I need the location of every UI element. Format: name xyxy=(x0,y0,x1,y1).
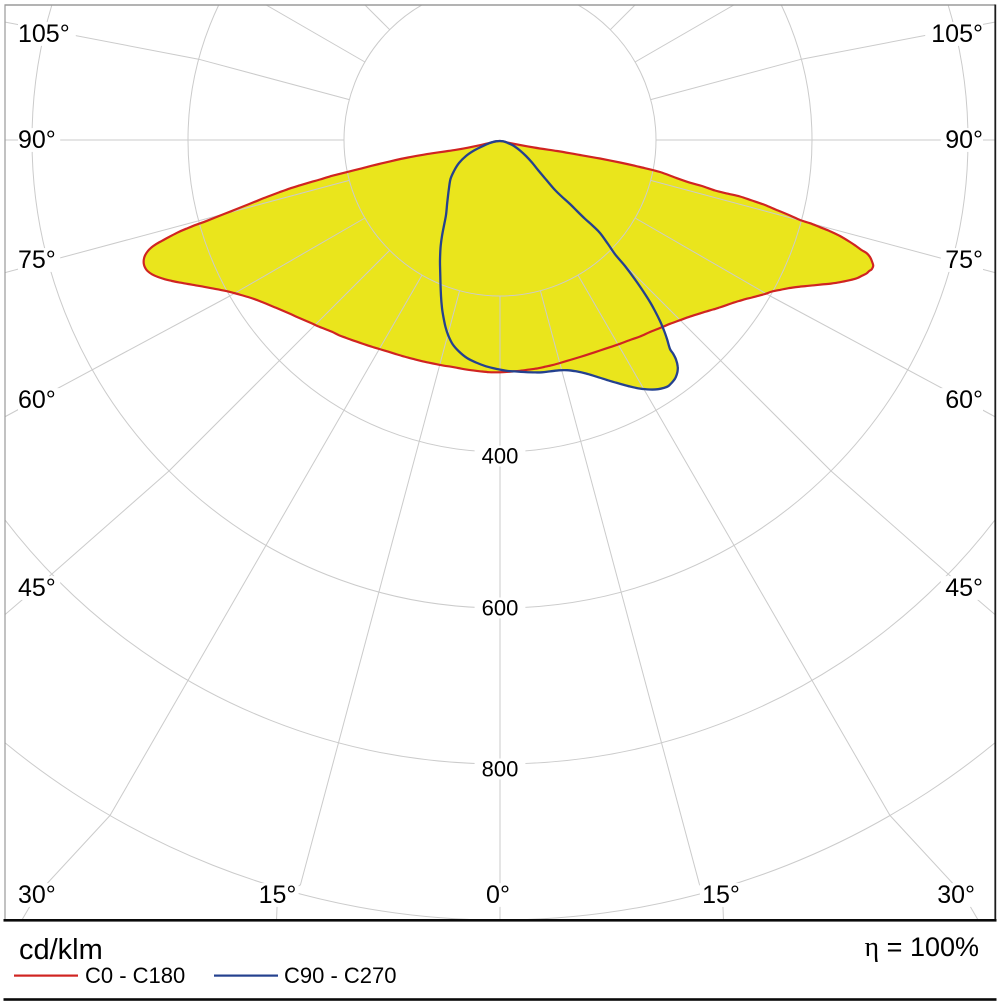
svg-text:90°: 90° xyxy=(945,126,983,154)
svg-text:15°: 15° xyxy=(702,881,740,909)
svg-text:30°: 30° xyxy=(937,881,975,909)
svg-text:0°: 0° xyxy=(486,881,510,909)
svg-text:75°: 75° xyxy=(945,246,983,274)
svg-text:C0 - C180: C0 - C180 xyxy=(85,963,185,988)
svg-text:15°: 15° xyxy=(259,881,297,909)
svg-text:105°: 105° xyxy=(18,20,70,48)
svg-text:105°: 105° xyxy=(931,20,983,48)
svg-text:C90 - C270: C90 - C270 xyxy=(284,963,397,988)
svg-text:75°: 75° xyxy=(18,246,56,274)
svg-text:400: 400 xyxy=(482,444,519,469)
svg-text:45°: 45° xyxy=(945,574,983,602)
svg-text:45°: 45° xyxy=(18,574,56,602)
svg-text:η = 100%: η = 100% xyxy=(865,932,979,963)
svg-text:cd/klm: cd/klm xyxy=(19,934,103,966)
svg-text:90°: 90° xyxy=(18,126,56,154)
svg-text:60°: 60° xyxy=(945,386,983,414)
svg-text:60°: 60° xyxy=(18,386,56,414)
svg-text:800: 800 xyxy=(482,757,519,782)
svg-text:600: 600 xyxy=(482,596,519,621)
svg-text:30°: 30° xyxy=(18,881,56,909)
